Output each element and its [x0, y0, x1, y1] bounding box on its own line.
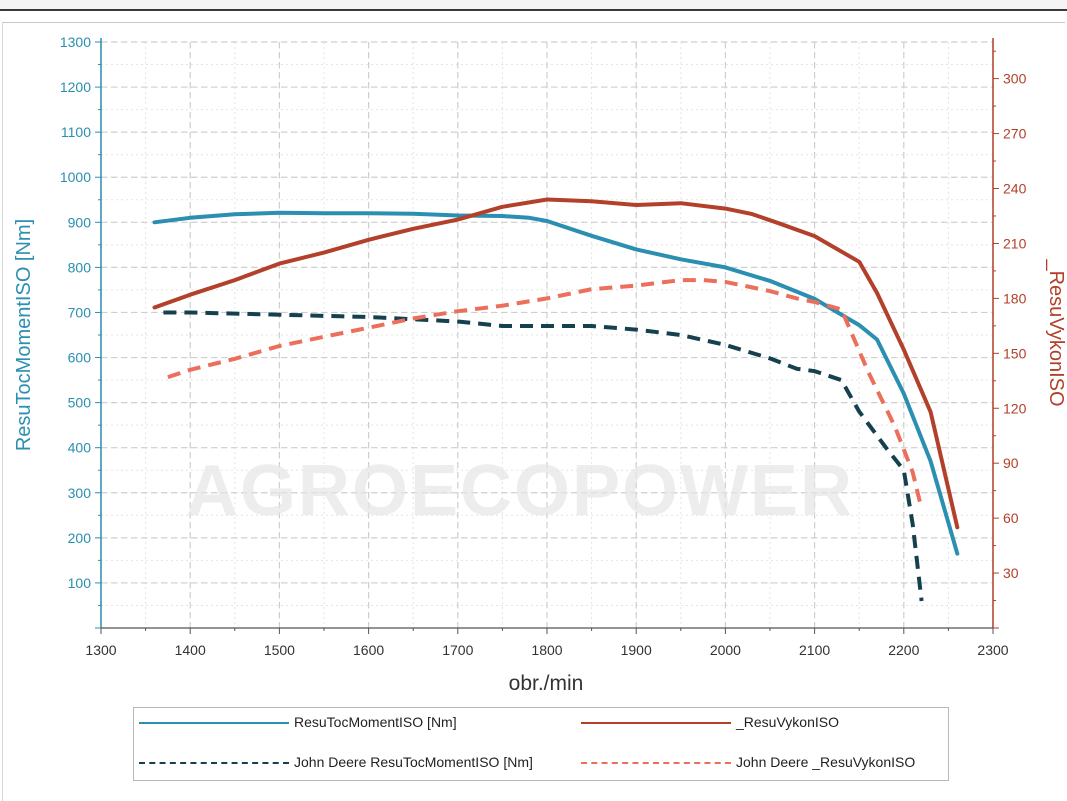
y-left-tick-label: 200 [68, 530, 92, 546]
series-line-3 [163, 310, 924, 602]
x-tick-label: 1900 [621, 642, 652, 658]
x-tick-label: 2300 [977, 642, 1008, 658]
legend: ResuTocMomentISO [Nm] _ResuVykonISO John… [133, 707, 949, 781]
y-right-tick-label: 180 [1003, 290, 1027, 306]
y-left-tick-label: 100 [68, 575, 92, 591]
y-right-tick-label: 60 [1003, 510, 1019, 526]
y-left-tick-label: 800 [68, 259, 92, 275]
watermark: AGROECOPOWER [186, 451, 854, 531]
y-right-tick-label: 300 [1003, 71, 1027, 87]
y-left-tick-label: 400 [68, 440, 92, 456]
y-left-tick-label: 500 [68, 395, 92, 411]
y-right-tick-label: 120 [1003, 400, 1027, 416]
y-left-tick-label: 1000 [60, 169, 91, 185]
legend-line-series-1 [139, 722, 289, 724]
series [152, 197, 960, 602]
y-left-tick-label: 700 [68, 304, 92, 320]
x-tick-label: 1800 [531, 642, 562, 658]
legend-label-series-4: John Deere _ResuVykonISO [736, 754, 916, 770]
window-top-bar [0, 0, 1067, 11]
legend-line-series-4 [581, 762, 731, 764]
x-tick-label: 1500 [264, 642, 295, 658]
y-left-tick-label: 900 [68, 214, 92, 230]
x-tick-label: 2000 [710, 642, 741, 658]
y-left-tick-label: 600 [68, 350, 92, 366]
y-left-tick-label: 1300 [60, 34, 91, 50]
legend-line-series-2 [581, 722, 731, 724]
y-right-tick-label: 150 [1003, 345, 1027, 361]
x-tick-label: 1700 [442, 642, 473, 658]
series-line-1 [152, 210, 960, 556]
x-tick-label: 2100 [799, 642, 830, 658]
legend-label-series-3: John Deere ResuTocMomentISO [Nm] [294, 754, 533, 770]
x-tick-label: 2200 [888, 642, 919, 658]
y-right-tick-label: 270 [1003, 126, 1027, 142]
y-right-tick-label: 90 [1003, 455, 1019, 471]
series-line-2 [152, 197, 960, 530]
x-tick-label: 1400 [175, 642, 206, 658]
y-right-tick-label: 210 [1003, 235, 1027, 251]
legend-line-series-3 [139, 762, 289, 764]
x-tick-label: 1600 [353, 642, 384, 658]
y-right-tick-label: 240 [1003, 181, 1027, 197]
y-right-tick-label: 30 [1003, 565, 1019, 581]
legend-label-series-2: _ResuVykonISO [736, 714, 839, 730]
grid [100, 41, 994, 628]
y-left-tick-label: 1200 [60, 79, 91, 95]
y-axis-right-label: _ResuVykonISO [1045, 258, 1067, 406]
y-left-tick-label: 300 [68, 485, 92, 501]
watermark-text: AGROECOPOWER [186, 451, 854, 531]
y-axis-left-label: ResuTocMomentISO [Nm] [13, 219, 35, 451]
y-left-tick-label: 1100 [61, 124, 91, 140]
legend-label-series-1: ResuTocMomentISO [Nm] [294, 714, 457, 730]
axes: 100 200 300 400 500 600 700 800 900 1000 1100 1200 1… [60, 34, 1027, 658]
x-tick-label: 1300 [85, 642, 116, 658]
x-axis-label: obr./min [509, 672, 584, 695]
chart-frame [2, 22, 1065, 801]
